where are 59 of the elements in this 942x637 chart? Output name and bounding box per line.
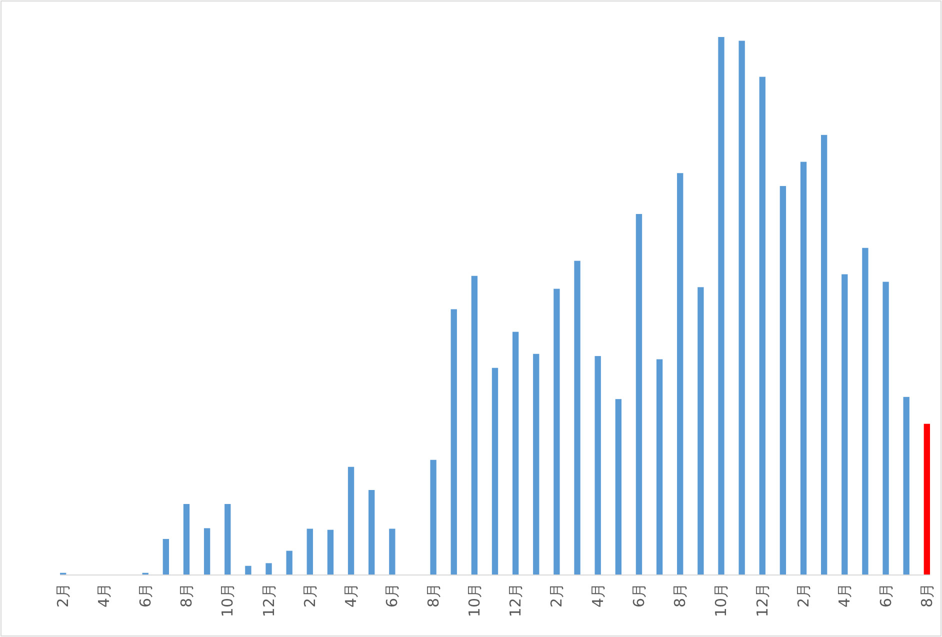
bar <box>471 276 478 575</box>
x-tick-label: 10月 <box>218 583 237 618</box>
x-tick-label: 4月 <box>836 583 854 608</box>
x-tick-label: 2月 <box>548 583 566 608</box>
bar <box>204 528 210 575</box>
bar <box>656 359 663 575</box>
x-tick-label: 2月 <box>300 583 319 608</box>
bar <box>492 368 498 575</box>
x-tick-label: 4月 <box>588 583 607 608</box>
bar <box>224 504 231 575</box>
x-tick-label: 12月 <box>260 583 278 618</box>
bar <box>162 538 170 575</box>
bar <box>286 550 292 575</box>
bar <box>820 134 828 575</box>
x-tick-label: 6月 <box>136 583 154 608</box>
bar <box>594 356 601 575</box>
bar <box>554 288 560 575</box>
bar <box>348 466 354 575</box>
bar <box>574 260 580 575</box>
bar <box>389 528 396 575</box>
x-tick-label: 2月 <box>794 583 813 608</box>
bar <box>903 396 910 575</box>
bar <box>759 76 766 575</box>
x-tick-label: 6月 <box>630 583 648 608</box>
bar <box>327 530 334 575</box>
bar <box>677 173 684 575</box>
bar <box>306 528 313 575</box>
bar <box>738 40 745 575</box>
bar <box>882 282 889 575</box>
x-tick-label: 8月 <box>424 583 442 608</box>
bar <box>924 424 930 575</box>
x-tick-label: 6月 <box>876 583 895 608</box>
bar <box>862 248 868 575</box>
x-tick-label: 10月 <box>712 583 730 618</box>
bar <box>698 287 704 575</box>
bar <box>615 399 622 575</box>
bar <box>718 37 724 575</box>
x-tick-label: 6月 <box>383 583 402 608</box>
bar <box>368 490 375 575</box>
bar <box>183 504 190 575</box>
x-tick-label: 4月 <box>95 583 114 608</box>
bar <box>512 332 519 575</box>
bar <box>800 162 807 575</box>
bar <box>266 563 272 575</box>
bar <box>450 309 457 575</box>
x-tick-label: 12月 <box>753 583 772 618</box>
x-tick-label: 2月 <box>54 583 72 608</box>
bar <box>533 354 540 575</box>
x-tick-label: 8月 <box>671 583 690 608</box>
x-tick-label: 4月 <box>342 583 360 608</box>
bar <box>842 274 848 575</box>
bar <box>245 566 252 575</box>
bar <box>430 460 436 575</box>
bar <box>780 186 786 575</box>
x-tick-label: 10月 <box>465 583 484 618</box>
bar <box>636 214 642 575</box>
x-tick-label: 8月 <box>177 583 196 608</box>
x-tick-label: 8月 <box>918 583 936 608</box>
x-tick-label: 12月 <box>506 583 525 618</box>
